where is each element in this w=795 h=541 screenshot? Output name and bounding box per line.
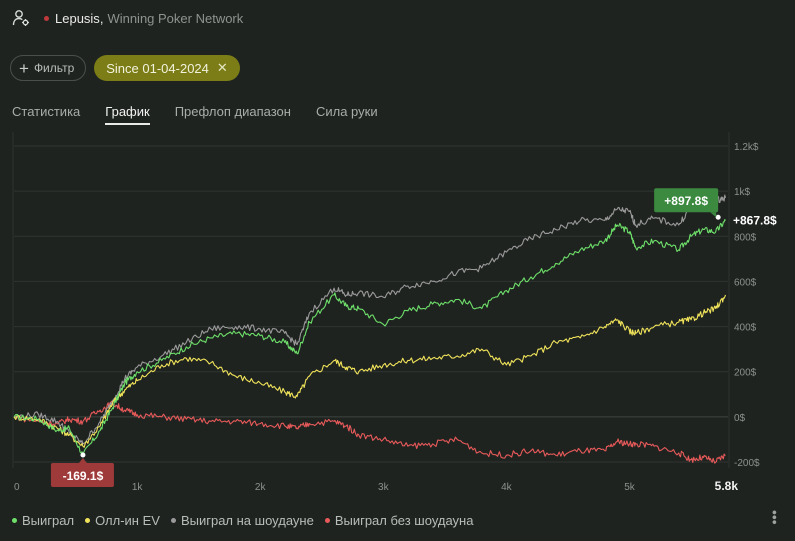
- min-value-label: -169.1$: [63, 469, 104, 483]
- tab-hand-strength[interactable]: Сила руки: [315, 104, 378, 119]
- x-tick-label: 2k: [255, 482, 267, 493]
- close-icon[interactable]: ✕: [216, 60, 228, 75]
- tab-preflop-range[interactable]: Префлоп диапазон: [174, 104, 291, 119]
- profit-chart: 1.2k$ 1k$ 800$ 600$ 400$ 200$ 0$ -200$ 0 1k 2k 3k 4k…: [0, 130, 795, 500]
- end-value-label: +867.8$: [733, 213, 777, 227]
- y-tick-label: 800$: [734, 232, 757, 243]
- legend-label-nonshowdown: Выиграл без шоудауна: [334, 513, 474, 528]
- y-tick-label: 1k$: [734, 187, 751, 198]
- legend-dot-nonshowdown: [324, 518, 330, 523]
- date-chip-label: Since 01-04-2024: [106, 60, 209, 76]
- more-vertical-icon[interactable]: •••: [767, 510, 783, 525]
- series-line-3: [13, 400, 726, 464]
- x-tick-label: 3k: [378, 482, 390, 493]
- legend-dot-won: [12, 518, 17, 523]
- legend-item-nonshowdown[interactable]: Выиграл без шоудауна: [324, 513, 474, 528]
- chart-legend: Выиграл Олл-ин EV Выиграл на шоудауне Вы…: [12, 513, 484, 528]
- y-tick-label: 600$: [734, 277, 757, 288]
- tab-graph[interactable]: График: [105, 104, 150, 125]
- legend-dot-showdown: [170, 518, 176, 523]
- filter-label: Фильтр: [33, 61, 75, 75]
- max-value-label: +897.8$: [664, 194, 708, 208]
- max-value-badge: [654, 188, 719, 213]
- min-value-badge: [50, 463, 114, 488]
- series-line-0: [13, 219, 726, 456]
- max-badge-pointer: [710, 212, 717, 218]
- filter-bar: + Фильтр Since 01-04-2024 ✕: [10, 55, 240, 81]
- x-max-label: 5.8k: [715, 479, 739, 493]
- status-dot: [44, 15, 49, 21]
- y-tick-label: -200$: [734, 458, 760, 469]
- y-tick-label: 1.2k$: [734, 142, 759, 153]
- legend-label-won: Выиграл: [22, 513, 75, 528]
- y-tick-label: 0$: [734, 413, 746, 424]
- date-filter-chip[interactable]: Since 01-04-2024 ✕: [94, 55, 240, 81]
- min-point-marker: [80, 452, 86, 458]
- x-tick-label: 4k: [501, 482, 513, 493]
- header-separator: ,: [99, 10, 104, 26]
- player-name[interactable]: Lepusis: [55, 10, 100, 26]
- tab-statistics[interactable]: Статистика: [12, 104, 81, 119]
- x-tick-label: 0: [14, 482, 20, 493]
- legend-dot-allin-ev: [85, 518, 91, 523]
- tab-bar: Статистика График Префлоп диапазон Сила …: [12, 104, 403, 125]
- x-tick-label: 1k: [132, 482, 144, 493]
- series-line-2: [13, 194, 727, 445]
- max-point-marker: [715, 214, 721, 220]
- legend-label-allin-ev: Олл-ин EV: [95, 513, 160, 528]
- min-badge-pointer: [78, 458, 87, 464]
- legend-item-won[interactable]: Выиграл: [12, 513, 74, 528]
- page-header: Lepusis, Winning Poker Network: [12, 8, 243, 28]
- plus-icon: +: [19, 58, 29, 78]
- chart-canvas: 1.2k$ 1k$ 800$ 600$ 400$ 200$ 0$ -200$ 0 1k 2k 3k 4k…: [12, 132, 777, 493]
- network-name: Winning Poker Network: [107, 10, 244, 26]
- y-tick-label: 400$: [734, 323, 757, 334]
- legend-item-allin-ev[interactable]: Олл-ин EV: [85, 513, 160, 528]
- legend-item-showdown[interactable]: Выиграл на шоудауне: [170, 513, 314, 528]
- add-filter-button[interactable]: + Фильтр: [10, 55, 87, 81]
- legend-label-showdown: Выиграл на шоудауне: [180, 513, 314, 528]
- x-tick-label: 5k: [624, 482, 636, 493]
- y-tick-label: 200$: [734, 368, 757, 379]
- user-settings-icon[interactable]: [12, 9, 30, 27]
